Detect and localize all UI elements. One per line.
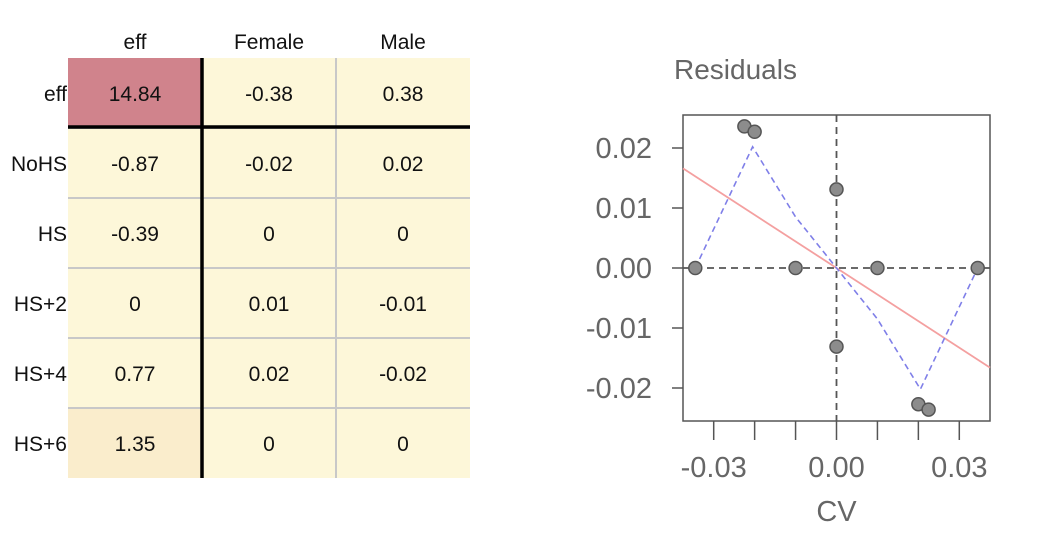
table-cell-bg: [336, 408, 470, 478]
residual-point: [921, 402, 936, 417]
table-cell-value: 0: [129, 293, 141, 316]
y-tick-label: -0.01: [586, 313, 652, 345]
residual-point: [688, 260, 703, 276]
table-col-header: Male: [380, 31, 426, 54]
table-cell-bg: [336, 58, 470, 128]
table-cell-bg: [202, 338, 336, 408]
table-cell-value: 0.38: [383, 83, 424, 106]
table-cell-bg: [202, 58, 336, 128]
table-col-header: Female: [234, 31, 304, 54]
y-tick-label: 0.00: [596, 253, 652, 285]
x-tick-label: 0.00: [808, 452, 864, 484]
table-cell-bg: [68, 268, 202, 338]
x-tick-label: -0.03: [681, 452, 747, 484]
residual-point: [870, 260, 885, 276]
table-cell-value: 0.02: [249, 363, 290, 386]
residual-point: [970, 260, 985, 276]
effects-table: 14.84 -0.38 0.38 -0.87 -0.02 0.02 -0.39 0 0 0 0.01…: [11, 31, 470, 478]
table-row-header: eff: [44, 83, 67, 106]
table-cell-bg: [336, 338, 470, 408]
table-cell-bg: [68, 198, 202, 268]
table-cell-bg: [68, 408, 202, 478]
table-row-header: HS: [38, 223, 67, 246]
y-tick-label: -0.02: [586, 373, 652, 405]
residual-point: [829, 182, 844, 197]
table-row-header: NoHS: [11, 153, 67, 176]
table-row-header: HS+4: [14, 363, 67, 386]
residual-point: [747, 124, 762, 140]
x-axis-label: CV: [816, 496, 857, 528]
table-cell-value: -0.87: [111, 153, 159, 176]
table-cell-value: 0.01: [249, 293, 290, 316]
table-cell-bg: [68, 338, 202, 408]
table-cell-value: -0.01: [379, 293, 427, 316]
table-row-header: HS+2: [14, 293, 67, 316]
smooth-line: [694, 145, 979, 391]
table-cell-value: -0.02: [379, 363, 427, 386]
table-cell-bg: [202, 268, 336, 338]
residual-point: [829, 339, 844, 354]
residuals-chart: Residuals CV -0.02 -0.01 0.00 0.01 0.02 -0.03 0.…: [586, 54, 991, 528]
table-cell-value: -0.02: [245, 153, 293, 176]
chart-title: Residuals: [674, 54, 797, 85]
table-cell-value: 0: [397, 223, 409, 246]
table-cell-bg: [336, 268, 470, 338]
table-cell-bg: [68, 128, 202, 198]
residual-point: [788, 260, 803, 276]
x-tick-label: 0.03: [931, 452, 987, 484]
table-col-header: eff: [124, 31, 147, 54]
table-cell-bg: [336, 128, 470, 198]
y-tick-label: 0.02: [596, 133, 652, 165]
table-cell-value: 0.77: [115, 363, 156, 386]
table-cell-bg: [202, 408, 336, 478]
table-cell-value: 14.84: [109, 83, 162, 106]
table-cell-value: 1.35: [115, 433, 156, 456]
y-tick-label: 0.01: [596, 193, 652, 225]
table-cell-value: -0.39: [111, 223, 159, 246]
table-cell-value: 0: [263, 433, 275, 456]
table-cell-bg: [202, 128, 336, 198]
table-cell-bg: [202, 198, 336, 268]
table-cell-bg: [336, 198, 470, 268]
table-row-header: HS+6: [14, 433, 67, 456]
table-cell-value: 0: [263, 223, 275, 246]
table-cell-value: 0.02: [383, 153, 424, 176]
table-cell-value: -0.38: [245, 83, 293, 106]
table-cell-bg: [68, 58, 202, 128]
table-cell-value: 0: [397, 433, 409, 456]
